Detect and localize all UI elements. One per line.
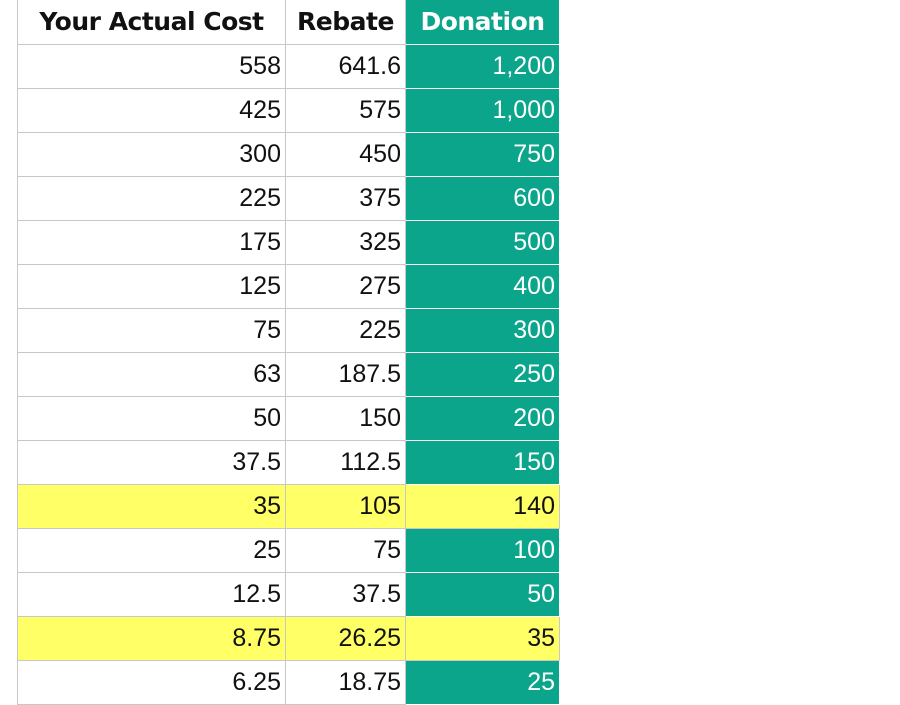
table-row-highlighted: 8.75 26.25 35 bbox=[17, 615, 560, 661]
cell-donation[interactable]: 35 bbox=[405, 615, 560, 661]
cell-donation[interactable]: 150 bbox=[405, 439, 560, 485]
cell-actual-cost[interactable]: 75 bbox=[17, 307, 286, 353]
cell-actual-cost[interactable]: 125 bbox=[17, 263, 286, 309]
cell-rebate[interactable]: 375 bbox=[285, 175, 406, 221]
cell-actual-cost[interactable]: 50 bbox=[17, 395, 286, 441]
cell-rebate[interactable]: 187.5 bbox=[285, 351, 406, 397]
table-row: 50 150 200 bbox=[17, 395, 560, 441]
table-row: 25 75 100 bbox=[17, 527, 560, 573]
table-row: 125 275 400 bbox=[17, 263, 560, 309]
cell-donation[interactable]: 140 bbox=[405, 483, 560, 529]
header-rebate: Rebate bbox=[285, 0, 406, 45]
cell-actual-cost[interactable]: 35 bbox=[17, 483, 286, 529]
cell-donation[interactable]: 50 bbox=[405, 571, 560, 617]
cell-donation[interactable]: 250 bbox=[405, 351, 560, 397]
table-row: 558 641.6 1,200 bbox=[17, 43, 560, 89]
cell-rebate[interactable]: 105 bbox=[285, 483, 406, 529]
cell-actual-cost[interactable]: 25 bbox=[17, 527, 286, 573]
cell-actual-cost[interactable]: 63 bbox=[17, 351, 286, 397]
cell-donation[interactable]: 200 bbox=[405, 395, 560, 441]
header-row: Your Actual Cost Rebate Donation bbox=[17, 0, 560, 45]
cell-donation[interactable]: 500 bbox=[405, 219, 560, 265]
cell-actual-cost[interactable]: 558 bbox=[17, 43, 286, 89]
donation-rebate-table: Your Actual Cost Rebate Donation 558 641.… bbox=[17, 0, 560, 705]
cell-donation[interactable]: 750 bbox=[405, 131, 560, 177]
cell-rebate[interactable]: 26.25 bbox=[285, 615, 406, 661]
table-row: 75 225 300 bbox=[17, 307, 560, 353]
cell-actual-cost[interactable]: 175 bbox=[17, 219, 286, 265]
cell-donation[interactable]: 300 bbox=[405, 307, 560, 353]
table-row: 175 325 500 bbox=[17, 219, 560, 265]
cell-donation[interactable]: 100 bbox=[405, 527, 560, 573]
cell-donation[interactable]: 400 bbox=[405, 263, 560, 309]
cell-rebate[interactable]: 150 bbox=[285, 395, 406, 441]
table-row-highlighted: 35 105 140 bbox=[17, 483, 560, 529]
cell-rebate[interactable]: 575 bbox=[285, 87, 406, 133]
cell-actual-cost[interactable]: 225 bbox=[17, 175, 286, 221]
cell-actual-cost[interactable]: 6.25 bbox=[17, 659, 286, 705]
header-donation: Donation bbox=[405, 0, 560, 45]
table-row: 63 187.5 250 bbox=[17, 351, 560, 397]
cell-rebate[interactable]: 450 bbox=[285, 131, 406, 177]
cell-rebate[interactable]: 275 bbox=[285, 263, 406, 309]
table-row: 300 450 750 bbox=[17, 131, 560, 177]
cell-rebate[interactable]: 325 bbox=[285, 219, 406, 265]
cell-donation[interactable]: 600 bbox=[405, 175, 560, 221]
cell-actual-cost[interactable]: 12.5 bbox=[17, 571, 286, 617]
cell-rebate[interactable]: 112.5 bbox=[285, 439, 406, 485]
table-row: 425 575 1,000 bbox=[17, 87, 560, 133]
cell-donation[interactable]: 25 bbox=[405, 659, 560, 705]
table-row: 37.5 112.5 150 bbox=[17, 439, 560, 485]
cell-rebate[interactable]: 641.6 bbox=[285, 43, 406, 89]
table-body: 558 641.6 1,200 425 575 1,000 300 450 750 225 375 6… bbox=[17, 43, 560, 705]
cell-rebate[interactable]: 37.5 bbox=[285, 571, 406, 617]
cell-rebate[interactable]: 18.75 bbox=[285, 659, 406, 705]
cell-actual-cost[interactable]: 300 bbox=[17, 131, 286, 177]
cell-actual-cost[interactable]: 37.5 bbox=[17, 439, 286, 485]
table-row: 12.5 37.5 50 bbox=[17, 571, 560, 617]
cell-donation[interactable]: 1,000 bbox=[405, 87, 560, 133]
cell-rebate[interactable]: 75 bbox=[285, 527, 406, 573]
header-actual-cost: Your Actual Cost bbox=[17, 0, 286, 45]
cell-actual-cost[interactable]: 425 bbox=[17, 87, 286, 133]
table-row: 6.25 18.75 25 bbox=[17, 659, 560, 705]
table-row: 225 375 600 bbox=[17, 175, 560, 221]
cell-actual-cost[interactable]: 8.75 bbox=[17, 615, 286, 661]
cell-donation[interactable]: 1,200 bbox=[405, 43, 560, 89]
cell-rebate[interactable]: 225 bbox=[285, 307, 406, 353]
